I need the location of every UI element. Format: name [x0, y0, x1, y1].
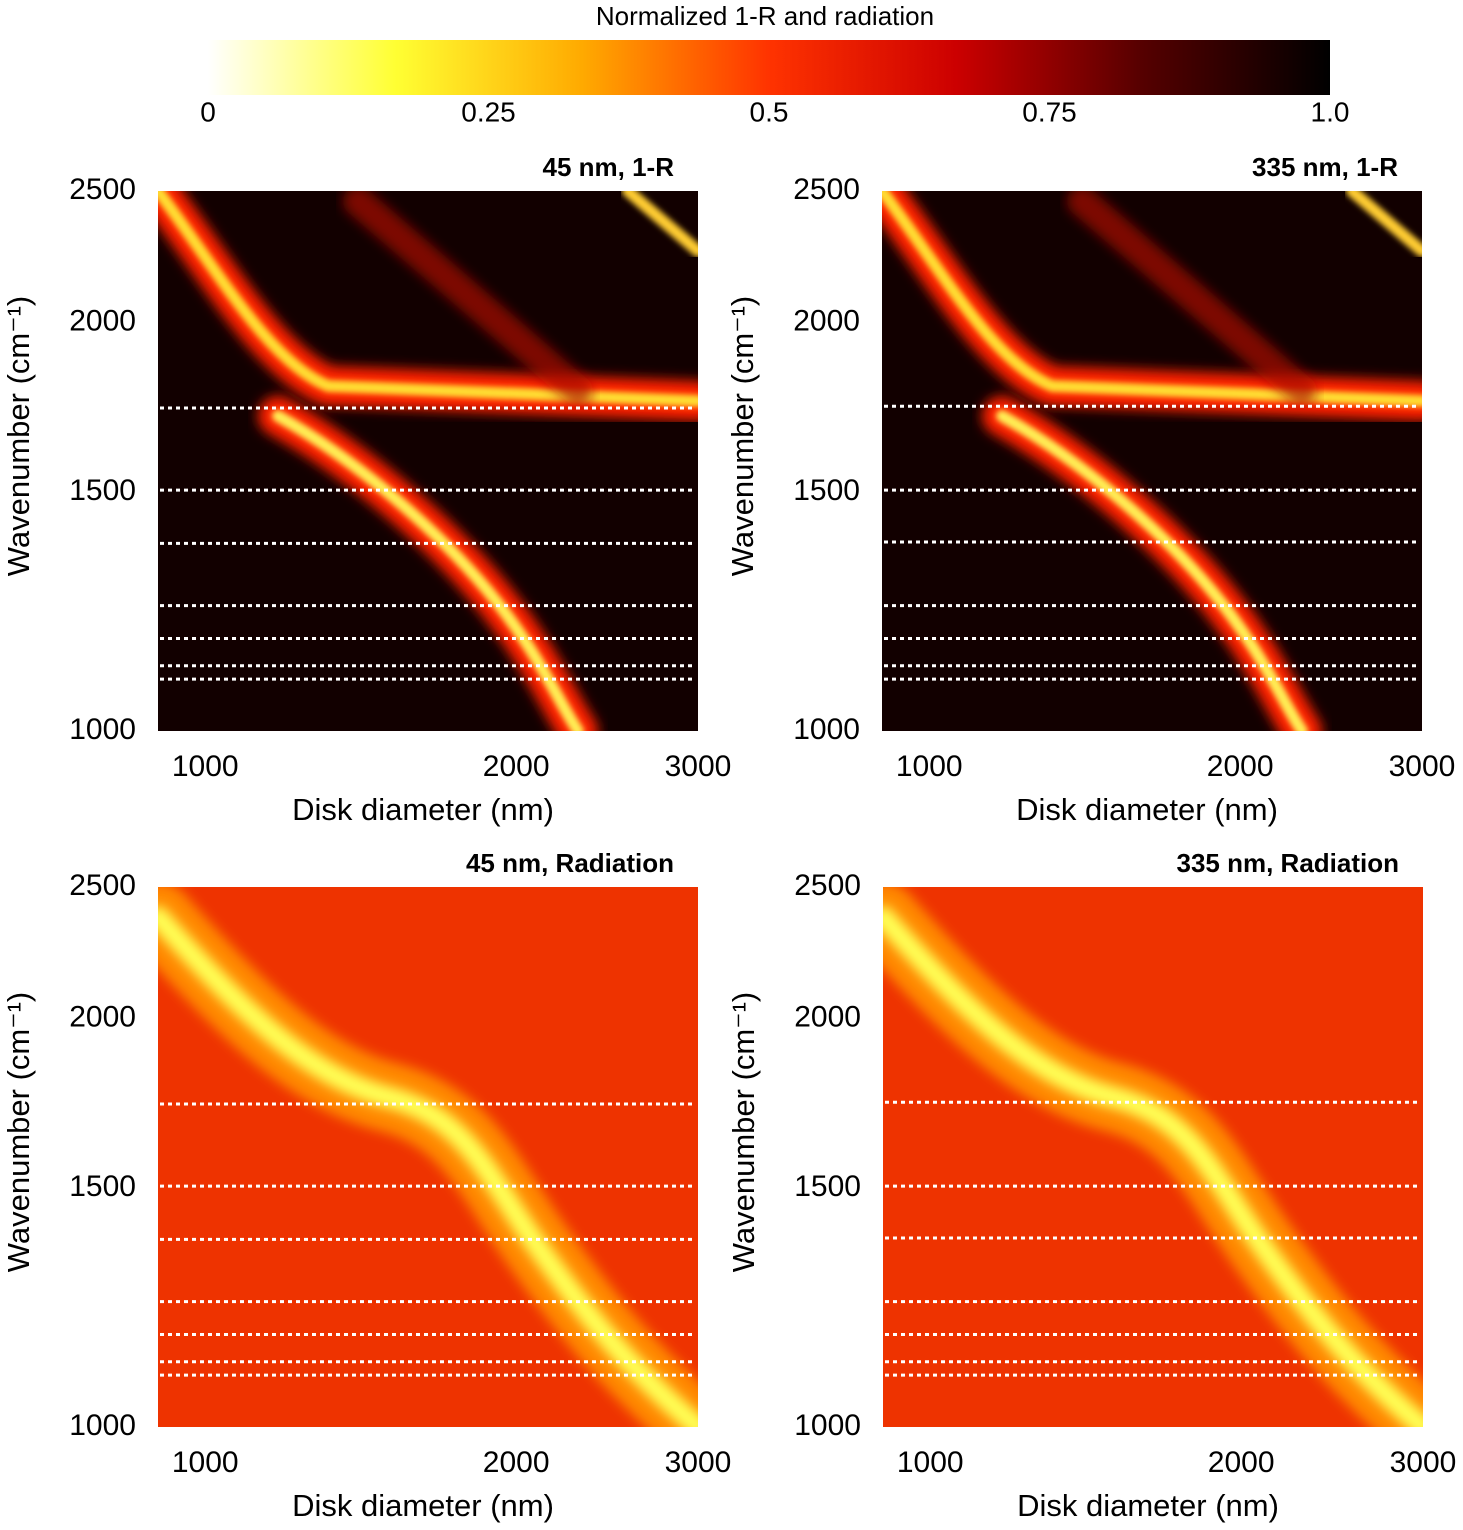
x-tick-label: 3000	[665, 1446, 732, 1479]
x-axis-label: Disk diameter (nm)	[292, 792, 554, 827]
colorbar-tick-label: 0.5	[750, 96, 789, 127]
panel-title: 45 nm, Radiation	[466, 848, 674, 878]
heatmap-texture	[272, 410, 584, 731]
x-tick-label: 2000	[483, 750, 550, 783]
x-tick-label: 1000	[172, 1446, 239, 1479]
y-tick-label: 1000	[69, 1409, 136, 1442]
y-tick-label: 1500	[69, 1170, 136, 1203]
colorbar-tick-label: 0.75	[1022, 96, 1077, 127]
x-axis-label: Disk diameter (nm)	[1017, 1488, 1279, 1523]
y-tick-label: 1500	[794, 1170, 861, 1203]
x-tick-label: 1000	[896, 750, 963, 783]
y-tick-label: 1000	[793, 713, 860, 746]
y-tick-label: 2000	[69, 1000, 136, 1033]
panel-title: 335 nm, 1-R	[1252, 152, 1398, 182]
x-tick-label: 2000	[1208, 1446, 1275, 1479]
heatmap	[882, 191, 1422, 731]
x-axis-label: Disk diameter (nm)	[1016, 792, 1278, 827]
y-tick-label: 1000	[69, 713, 136, 746]
x-tick-label: 1000	[897, 1446, 964, 1479]
y-tick-label: 2500	[69, 173, 136, 206]
x-tick-label: 3000	[1389, 750, 1456, 783]
y-tick-label: 2000	[793, 304, 860, 337]
x-tick-label: 1000	[172, 750, 239, 783]
y-axis-label: Wavenumber (cm⁻¹)	[725, 296, 760, 576]
colorbar-tick-label: 1.0	[1311, 96, 1350, 127]
y-axis-label: Wavenumber (cm⁻¹)	[1, 296, 36, 576]
y-tick-label: 1000	[794, 1409, 861, 1442]
heatmap-texture	[622, 191, 698, 257]
heatmap-texture	[882, 191, 1422, 407]
heatmap	[883, 887, 1423, 1427]
colorbar	[208, 40, 1330, 95]
y-axis-label: Wavenumber (cm⁻¹)	[726, 992, 761, 1272]
heatmap-texture	[1067, 191, 1317, 406]
heatmap-texture	[996, 410, 1308, 731]
y-tick-label: 1500	[793, 474, 860, 507]
panel-title: 45 nm, 1-R	[543, 152, 675, 182]
y-tick-label: 2000	[69, 304, 136, 337]
x-tick-label: 3000	[1390, 1446, 1457, 1479]
y-tick-label: 2500	[69, 869, 136, 902]
y-axis-label: Wavenumber (cm⁻¹)	[1, 992, 36, 1272]
heatmap-texture	[1346, 191, 1422, 257]
y-tick-label: 1500	[69, 474, 136, 507]
x-axis-label: Disk diameter (nm)	[292, 1488, 554, 1523]
heatmap	[158, 191, 698, 731]
heatmap	[158, 887, 698, 1427]
heatmap-texture	[883, 906, 1423, 1427]
heatmap-texture	[158, 906, 698, 1427]
x-tick-label: 2000	[1207, 750, 1274, 783]
colorbar-tick-label: 0	[200, 96, 216, 127]
panel-title: 335 nm, Radiation	[1177, 848, 1400, 878]
colorbar-title: Normalized 1-R and radiation	[596, 1, 934, 31]
heatmap-texture	[158, 191, 698, 407]
colorbar-tick-label: 0.25	[461, 96, 516, 127]
y-tick-label: 2000	[794, 1000, 861, 1033]
heatmap-texture	[343, 191, 593, 406]
x-tick-label: 2000	[483, 1446, 550, 1479]
x-tick-label: 3000	[665, 750, 732, 783]
y-tick-label: 2500	[793, 173, 860, 206]
y-tick-label: 2500	[794, 869, 861, 902]
